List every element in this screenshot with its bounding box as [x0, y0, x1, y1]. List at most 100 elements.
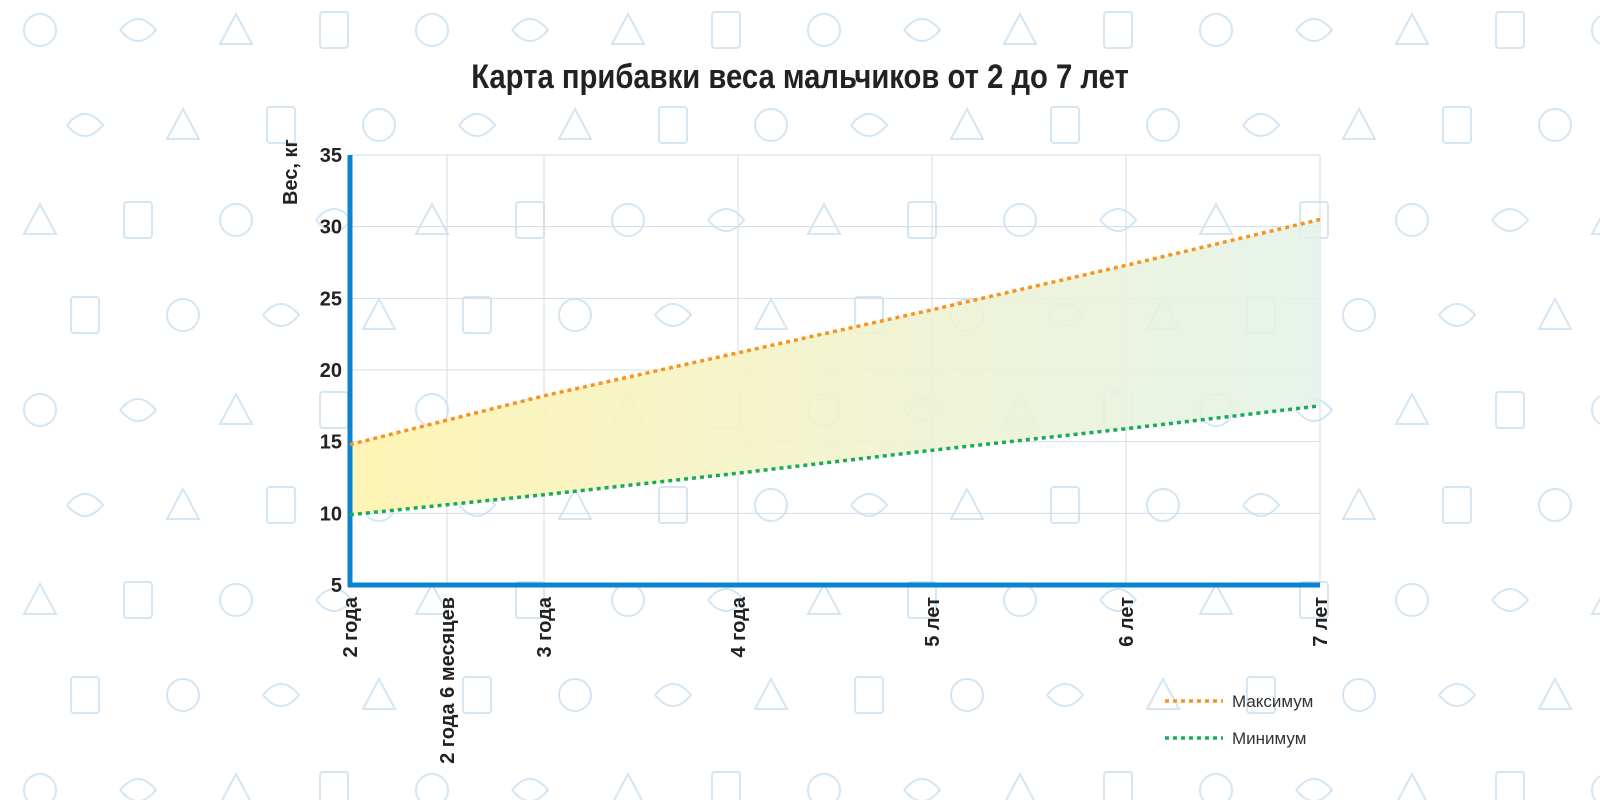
- axes: [347, 155, 1320, 588]
- background-doodle: [949, 106, 985, 140]
- background-doodle: [166, 678, 200, 712]
- background-doodle: [754, 108, 788, 142]
- y-tick-label: 5: [331, 575, 342, 597]
- background-doodle: [458, 113, 497, 137]
- x-tick-label: 2 года: [340, 596, 362, 657]
- background-doodle: [22, 581, 58, 615]
- background-doodle: [415, 13, 449, 47]
- background-doodle: [414, 201, 450, 235]
- background-doodle: [806, 201, 842, 235]
- background-doodle: [1537, 296, 1573, 330]
- background-doodle: [1591, 775, 1600, 800]
- background-doodle: [658, 106, 688, 144]
- y-tick-label: 25: [320, 288, 342, 310]
- background-doodle: [707, 208, 746, 232]
- y-tick-label: 35: [320, 145, 342, 167]
- y-tick-label: 15: [320, 432, 342, 454]
- background-doodle: [1199, 773, 1233, 800]
- background-doodle: [1394, 391, 1430, 425]
- background-doodle: [221, 771, 251, 800]
- background-doodle: [1146, 108, 1180, 142]
- background-doodle: [611, 203, 645, 237]
- background-doodle: [1198, 201, 1234, 235]
- x-tick-label: 7 лет: [1310, 597, 1332, 647]
- y-axis-ticks: 5 10 15 20 25 30 35: [320, 145, 342, 597]
- background-doodle: [907, 201, 937, 239]
- background-doodle: [1050, 106, 1080, 144]
- background-doodle: [23, 393, 57, 427]
- background-doodle: [1199, 13, 1233, 47]
- background-doodle: [218, 391, 254, 425]
- y-tick-label: 30: [320, 217, 342, 239]
- background-doodle: [362, 108, 396, 142]
- legend-label-maximum: Максимум: [1232, 692, 1313, 711]
- background-doodle: [123, 581, 153, 619]
- x-axis-ticks: 2 года 2 года 6 месяцев 3 года 4 года 5 лет 6…: [340, 596, 1332, 764]
- y-tick-label: 20: [320, 360, 342, 382]
- background-doodle: [1495, 391, 1525, 429]
- background-doodle: [1242, 493, 1281, 517]
- background-doodle: [1103, 11, 1133, 49]
- background-doodle: [907, 581, 937, 619]
- background-doodle: [1438, 303, 1477, 327]
- background-doodle: [950, 678, 984, 712]
- background-doodle: [123, 201, 153, 239]
- background-doodle: [1295, 778, 1334, 800]
- background-doodle: [1246, 676, 1276, 714]
- background-doodle: [219, 583, 253, 617]
- background-doodle: [1341, 486, 1377, 520]
- background-doodle: [1395, 203, 1429, 237]
- background-doodle: [1442, 106, 1472, 144]
- background-doodle: [361, 676, 397, 710]
- range-band-area: [350, 219, 1320, 515]
- background-doodle: [654, 303, 693, 327]
- series-line-minimum: [349, 404, 1321, 517]
- background-doodle: [511, 18, 550, 42]
- background-doodle: [654, 683, 693, 707]
- background-doodle: [658, 486, 688, 524]
- background-doodle: [218, 11, 254, 45]
- background-doodle: [1146, 488, 1180, 522]
- background-doodle: [119, 778, 158, 800]
- background-doodle: [361, 296, 397, 330]
- background-doodle: [1002, 11, 1038, 45]
- background-doodle: [557, 486, 593, 520]
- series: [349, 217, 1321, 517]
- background-doodle: [119, 398, 158, 422]
- background-doodle: [165, 486, 201, 520]
- background-doodle: [462, 676, 492, 714]
- background-doodle: [558, 298, 592, 332]
- background-doodle: [315, 588, 354, 612]
- x-tick-label: 6 лет: [1116, 597, 1138, 647]
- background-doodle: [462, 296, 492, 334]
- background-doodle: [1495, 771, 1525, 800]
- background-doodle: [949, 486, 985, 520]
- background-doodle: [850, 113, 889, 137]
- background-doodle: [1099, 588, 1138, 612]
- background-doodle: [23, 773, 57, 800]
- background-doodle: [319, 11, 349, 49]
- background-doodle: [1003, 203, 1037, 237]
- y-tick-label: 10: [320, 503, 342, 525]
- background-doodle: [66, 113, 105, 137]
- background-doodle: [319, 771, 349, 800]
- background-doodle: [1538, 488, 1572, 522]
- background-doodle: [515, 581, 545, 619]
- background-doodle: [1050, 486, 1080, 524]
- background-doodle: [1495, 11, 1525, 49]
- background-doodle: [22, 201, 58, 235]
- background-doodle: [557, 106, 593, 140]
- background-doodle: [414, 581, 450, 615]
- background-doodle: [262, 303, 301, 327]
- background-doodle: [1394, 11, 1430, 45]
- background-doodle: [266, 106, 296, 144]
- background-doodle: [1396, 771, 1428, 800]
- x-tick-label: 2 года 6 месяцев: [437, 597, 459, 764]
- background-doodle: [1491, 208, 1530, 232]
- background-doodle: [1395, 583, 1429, 617]
- background-doodle: [266, 486, 296, 524]
- legend-label-minimum: Минимум: [1232, 729, 1306, 748]
- x-tick-label: 3 года: [534, 596, 556, 657]
